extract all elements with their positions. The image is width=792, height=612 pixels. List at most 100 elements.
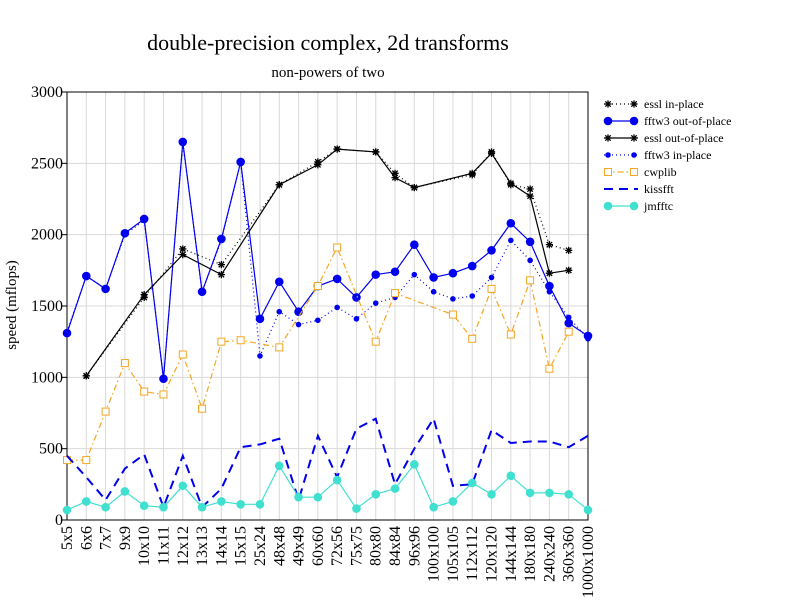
data-point [565, 246, 573, 254]
x-tick-label: 120x120 [484, 526, 501, 582]
data-point [507, 179, 515, 187]
y-tick-label: 3000 [31, 84, 63, 101]
data-point [605, 152, 611, 158]
x-tick-label: 112x112 [464, 526, 481, 581]
data-point [564, 318, 574, 328]
x-tick-label: 6x6 [78, 526, 95, 550]
data-point [217, 271, 225, 279]
series-line [67, 246, 570, 461]
data-point [448, 310, 457, 319]
data-point [469, 293, 476, 299]
series-line [66, 416, 589, 511]
data-point [429, 273, 438, 282]
data-point [410, 183, 418, 192]
data-point [525, 237, 535, 247]
data-point [506, 471, 516, 481]
data-point [313, 492, 323, 502]
data-point [276, 308, 283, 315]
data-point [506, 218, 516, 228]
data-point [410, 460, 419, 469]
x-tick-label: 1000x1000 [580, 526, 597, 598]
data-point [315, 317, 321, 324]
y-axis-label: speed (mflops) [4, 260, 20, 350]
y-tick-label: 2000 [31, 227, 63, 244]
x-tick-label: 240x240 [541, 526, 558, 582]
series-essl-in-place [82, 145, 573, 380]
data-point [314, 161, 322, 169]
series-layer [62, 137, 593, 515]
data-point [353, 316, 360, 322]
x-tick-label: 84x84 [387, 526, 404, 566]
data-point [450, 296, 456, 302]
x-tick-label: 360x360 [561, 526, 578, 582]
series-line [66, 141, 589, 379]
data-point [545, 488, 554, 498]
legend-label: kissfft [644, 182, 674, 196]
legend-label: fftw3 out-of-place [644, 114, 731, 128]
data-point [198, 404, 207, 413]
x-tick-label: 72x56 [329, 526, 346, 566]
data-point [430, 288, 437, 295]
legend-label: jmfftc [643, 199, 673, 213]
x-tick-label: 100x100 [426, 526, 443, 582]
y-tick-label: 2500 [31, 155, 63, 172]
series-line [66, 143, 589, 378]
data-point [274, 277, 284, 287]
x-tick-label: 15x15 [233, 526, 250, 566]
data-point [448, 497, 458, 506]
data-point [237, 159, 244, 165]
data-point [526, 185, 534, 193]
data-point [603, 201, 613, 211]
data-point [371, 337, 380, 346]
data-point [631, 152, 637, 158]
data-point [352, 504, 361, 513]
data-point [468, 169, 476, 177]
data-point [604, 134, 612, 142]
data-point [197, 502, 207, 512]
chart-title: double-precision complex, 2d transforms [147, 30, 509, 55]
data-point [410, 240, 419, 249]
legend-label: essl out-of-place [644, 131, 724, 145]
x-tick-label: 7x7 [98, 526, 115, 550]
series-jmfftc [62, 460, 593, 515]
data-point [526, 276, 535, 285]
x-tick-label: 49x49 [291, 526, 308, 566]
data-point [448, 268, 458, 278]
x-tick-label: 180x180 [522, 526, 539, 582]
data-point [217, 497, 226, 506]
data-point [603, 116, 613, 126]
data-point [179, 251, 187, 259]
x-tick-label: 13x13 [194, 526, 211, 566]
legend-label: fftw3 in-place [644, 148, 711, 162]
data-point [101, 407, 110, 416]
data-point [122, 231, 128, 238]
y-tick-label: 0 [55, 512, 63, 529]
data-point [313, 282, 322, 291]
data-point [545, 269, 554, 277]
data-point [81, 497, 91, 506]
data-point [333, 145, 341, 153]
x-tick-label: 80x80 [368, 526, 385, 566]
data-point [257, 353, 263, 359]
series-kissfft [66, 416, 589, 511]
data-point [82, 456, 91, 465]
legend: essl in-place fftw3 out-of-place essl out-… [603, 97, 731, 213]
data-point [334, 304, 340, 311]
data-point [429, 502, 438, 512]
data-point [332, 274, 342, 284]
data-point [525, 488, 535, 498]
data-point [179, 245, 187, 253]
data-point [64, 328, 70, 335]
series-line [85, 148, 569, 377]
data-point [487, 284, 496, 293]
data-point [82, 372, 90, 380]
data-point [390, 484, 400, 493]
y-tick-label: 1000 [31, 369, 63, 386]
data-point [371, 270, 381, 279]
x-tick-label: 48x48 [271, 526, 288, 566]
data-point [545, 364, 554, 373]
x-tick-label: 25x24 [252, 526, 269, 566]
plot-frame [66, 91, 589, 521]
data-point [565, 314, 572, 321]
